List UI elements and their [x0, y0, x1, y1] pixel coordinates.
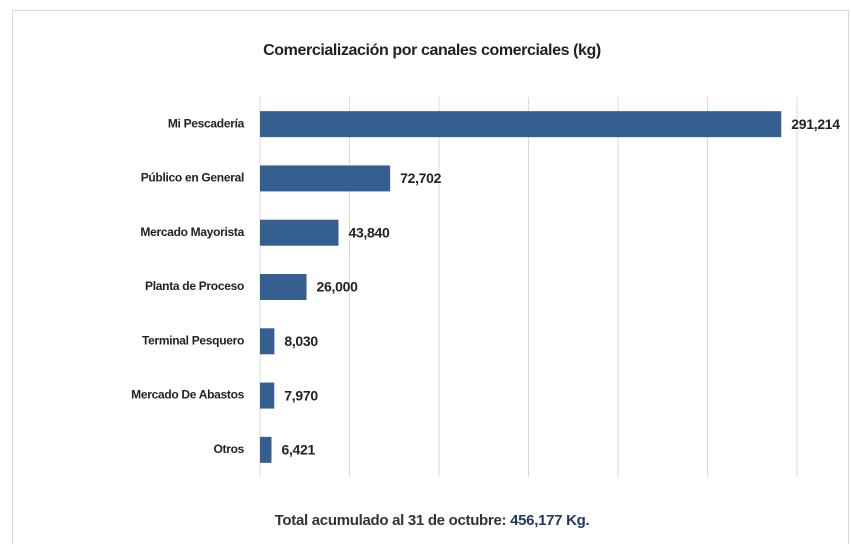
data-label: 26,000	[317, 279, 359, 295]
bar	[260, 274, 307, 300]
data-label: 43,840	[348, 224, 390, 240]
frame	[12, 10, 849, 544]
footer: Total acumulado al 31 de octubre: 456,17…	[275, 512, 590, 529]
bar	[260, 382, 275, 409]
y-tick-label: Mi Pescadería	[168, 116, 245, 130]
y-tick-label: Mercado De Abastos	[131, 388, 244, 402]
chart-title: Comercialización por canales comerciales…	[263, 42, 601, 59]
data-label: 291,214	[791, 116, 840, 132]
data-label: 7,970	[284, 387, 318, 403]
footer-text: Total acumulado al 31 de octubre:	[275, 512, 507, 529]
footer-total: 456,177 Kg.	[510, 512, 589, 529]
y-tick-label: Otros	[213, 442, 244, 456]
y-tick-label: Mercado Mayorista	[140, 225, 244, 239]
bar	[260, 165, 391, 192]
bar	[260, 436, 272, 463]
bar	[260, 219, 339, 246]
bar	[260, 328, 275, 355]
y-tick-label: Público en General	[141, 171, 244, 185]
y-tick-label: Terminal Pesquero	[142, 333, 244, 347]
data-label: 8,030	[284, 333, 318, 349]
data-label: 72,702	[400, 170, 442, 186]
y-tick-label: Planta de Proceso	[145, 279, 244, 293]
data-label: 6,421	[281, 442, 315, 458]
bar	[260, 111, 782, 138]
